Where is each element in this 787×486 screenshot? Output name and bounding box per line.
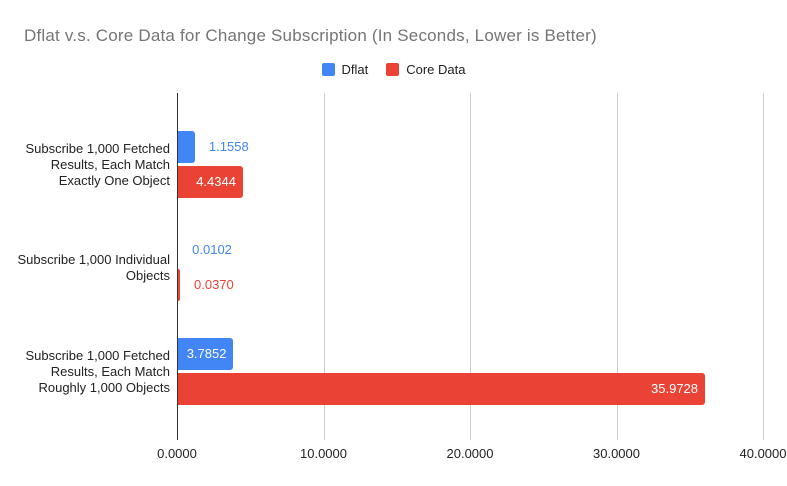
bar-value-label: 0.0370: [194, 277, 234, 292]
chart-title: Dflat v.s. Core Data for Change Subscrip…: [24, 26, 597, 45]
gridline: [323, 93, 325, 440]
bar-core-data[interactable]: [178, 269, 180, 301]
bar-core-data[interactable]: [178, 373, 705, 405]
bar-value-label: 0.0102: [192, 242, 232, 257]
x-tick-label: 20.0000: [446, 446, 494, 461]
legend-item-dflat[interactable]: Dflat: [321, 61, 369, 77]
category-label: Subscribe 1,000 Fetched Results, Each Mat…: [25, 140, 170, 188]
x-tick-label: 40.0000: [739, 446, 787, 461]
legend-swatch-icon: [321, 62, 335, 76]
legend-swatch-icon: [386, 62, 400, 76]
legend: Dflat Core Data: [0, 61, 787, 77]
x-tick-label: 10.0000: [300, 446, 347, 461]
bar-value-label: 35.9728: [651, 381, 699, 396]
gridline: [616, 93, 618, 440]
y-axis-line: [177, 93, 178, 440]
bar-value-label: 4.4344: [196, 174, 236, 189]
bar-value-label: 1.1558: [208, 139, 249, 154]
bar-dflat[interactable]: [178, 131, 195, 163]
category-label: Subscribe 1,000 Fetched Results, Each Mat…: [25, 347, 170, 395]
legend-item-label: Dflat: [341, 61, 369, 77]
bar-dflat[interactable]: [178, 338, 234, 370]
gridline: [470, 93, 471, 440]
bar-value-label: 3.7852: [186, 346, 227, 361]
gridline: [763, 93, 764, 440]
bar-core-data[interactable]: [178, 166, 243, 198]
legend-item-label: Core Data: [406, 61, 466, 77]
x-tick-label: 0.0000: [157, 446, 197, 461]
x-tick-label: 30.0000: [593, 446, 640, 461]
category-label: Subscribe 1,000 Individual Objects: [17, 251, 171, 283]
legend-item-core-data[interactable]: Core Data: [386, 62, 465, 77]
